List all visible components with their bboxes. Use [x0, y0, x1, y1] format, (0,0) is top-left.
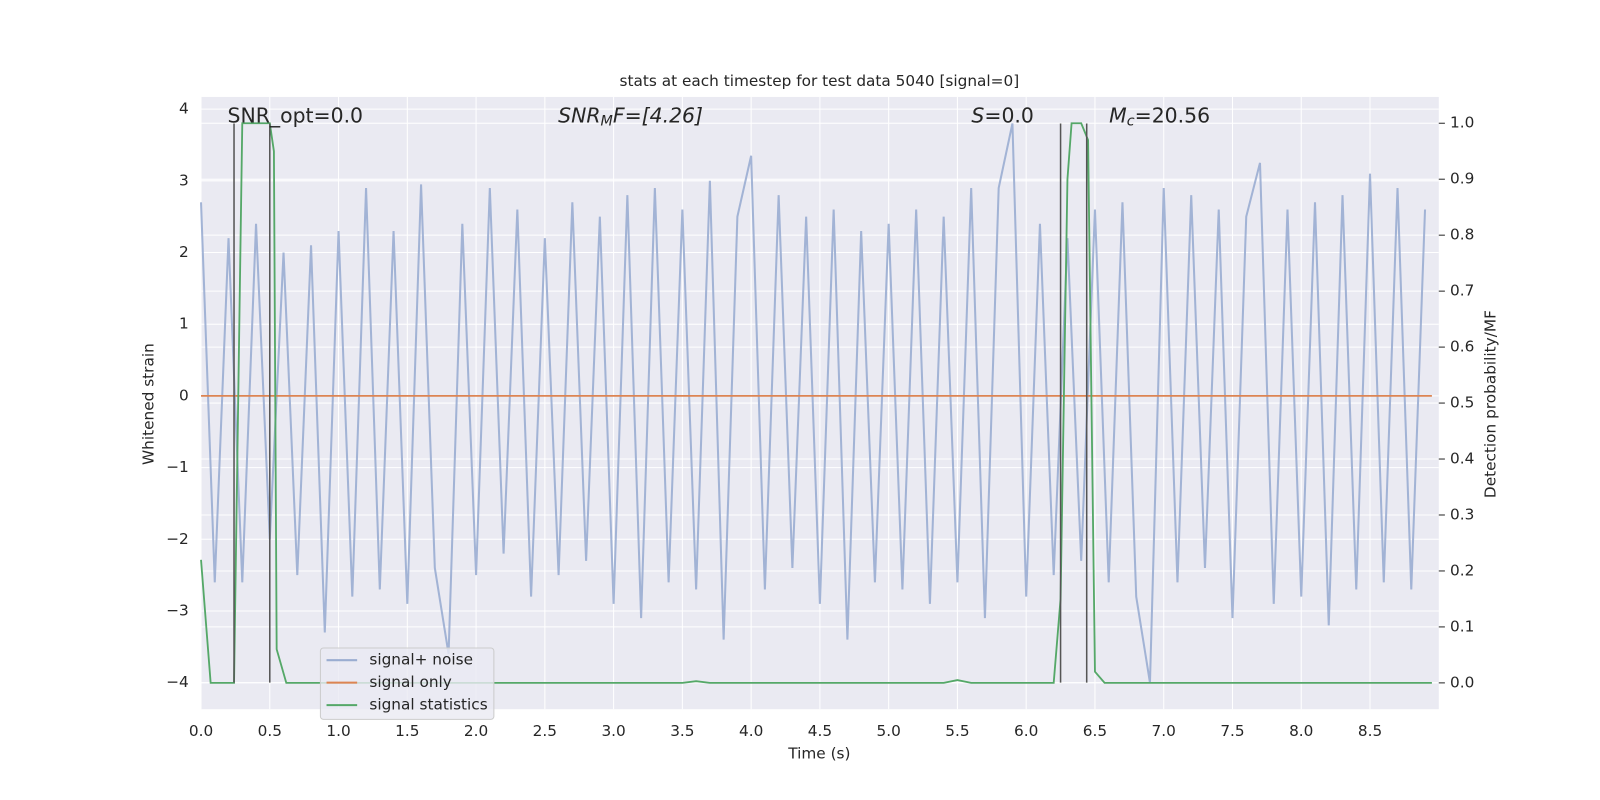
x-tick-label: 3.0	[601, 722, 625, 740]
series-line	[200, 123, 1427, 683]
x-tick-label: 8.0	[1289, 722, 1313, 740]
annotation: Mc=20.56	[1109, 103, 1210, 129]
y2-tick-label: 0.9	[1450, 170, 1474, 188]
x-tick-label: 0.0	[189, 722, 213, 740]
y-tick-label: 2	[179, 243, 189, 261]
y2-tick-label: 0.0	[1450, 673, 1474, 691]
y-tick-label: 1	[179, 315, 189, 333]
y-tick-label: −2	[166, 530, 189, 548]
annotation-base: S	[971, 103, 984, 127]
legend-label: signal+ noise	[369, 651, 473, 669]
x-tick-label: 7.0	[1152, 722, 1176, 740]
y-tick-label: −4	[166, 673, 189, 691]
y2-tick-label: 1.0	[1450, 114, 1474, 132]
y2-tick-label: 0.1	[1450, 617, 1474, 635]
y-tick-label: −3	[166, 601, 189, 619]
x-tick-label: 7.5	[1220, 722, 1244, 740]
y2-tick-label: 0.4	[1450, 450, 1474, 468]
x-tick-label: 6.5	[1083, 722, 1107, 740]
x-axis-label: Time (s)	[787, 745, 850, 763]
annotation-rest: =20.56	[1135, 103, 1210, 127]
legend-label: signal statistics	[369, 696, 487, 714]
y-tick-label: 0	[179, 386, 189, 404]
annotation-sub: M	[601, 113, 613, 129]
annotation-rest: F=[4.26]	[613, 103, 703, 127]
x-tick-label: 3.5	[670, 722, 694, 740]
annotation-sub: c	[1127, 113, 1135, 129]
y-axis-label: Whitened strain	[139, 343, 157, 465]
annotation-rest: =0.0	[984, 103, 1034, 127]
y-tick-label: −1	[166, 458, 189, 476]
y2-tick-label: 0.8	[1450, 226, 1474, 244]
annotation: SNR_opt=0.0	[228, 103, 364, 128]
y-tick-label: 3	[179, 171, 189, 189]
legend-label: signal only	[369, 673, 451, 691]
x-tick-label: 5.0	[876, 722, 900, 740]
annotation-base: SNR	[558, 103, 600, 127]
chart-title: stats at each timestep for test data 504…	[620, 72, 1020, 90]
annotation: S=0.0	[971, 103, 1033, 127]
y2-tick-label: 0.6	[1450, 338, 1474, 356]
y2-tick-label: 0.2	[1450, 561, 1474, 579]
legend-box	[319, 647, 495, 720]
series-line	[200, 122, 1432, 684]
annotation-base: M	[1109, 103, 1127, 127]
y2-tick-label: 0.3	[1450, 505, 1474, 523]
x-tick-label: 4.5	[808, 722, 832, 740]
x-tick-label: 8.5	[1358, 722, 1382, 740]
y-tick-label: 4	[179, 100, 189, 118]
x-tick-label: 0.5	[258, 722, 282, 740]
x-tick-label: 1.0	[326, 722, 350, 740]
y2-axis-label: Detection probability/MF	[1481, 310, 1499, 498]
x-tick-label: 2.0	[464, 722, 488, 740]
x-tick-label: 1.5	[395, 722, 419, 740]
x-tick-label: 4.0	[739, 722, 763, 740]
x-tick-label: 6.0	[1014, 722, 1038, 740]
y2-tick-label: 0.7	[1450, 282, 1474, 300]
marks	[200, 122, 1432, 684]
labels: 0.0 0.5 1.0 1.5 2.0 2.5 3.0 3.5 4.0 4.5 5.0 5.5 6.0 6…	[166, 100, 1474, 741]
x-tick-label: 5.5	[945, 722, 969, 740]
y2-tick-label: 0.5	[1450, 394, 1474, 412]
annotation: SNRMF=[4.26]	[558, 103, 703, 129]
x-tick-label: 2.5	[533, 722, 557, 740]
